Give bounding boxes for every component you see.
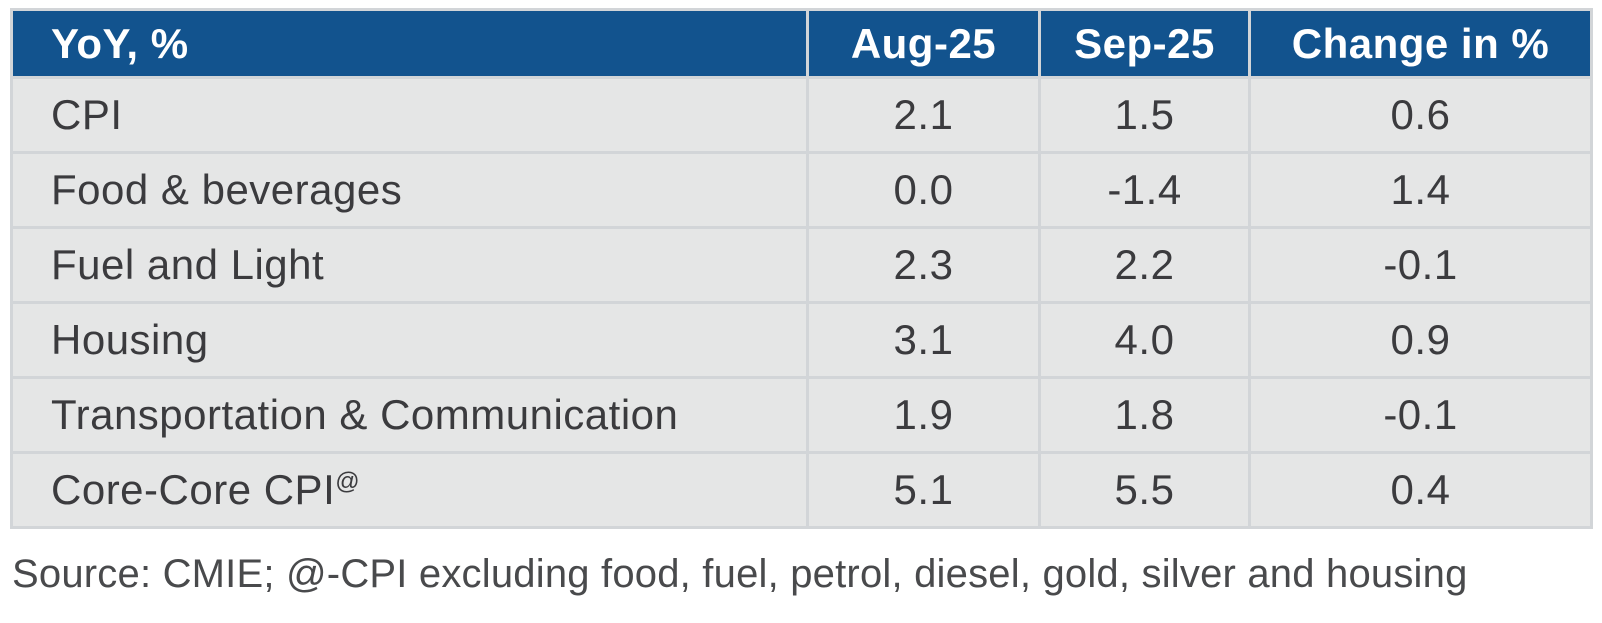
sep-value: 5.5 xyxy=(1038,451,1251,529)
row-label: Transportation & Communication xyxy=(10,376,809,454)
table-row-core-core-cpi: Core-Core CPI@ 5.1 5.5 0.4 xyxy=(10,451,1593,529)
row-label-text: Core-Core CPI xyxy=(51,466,336,513)
sep-value: -1.4 xyxy=(1038,151,1251,229)
aug-value: 3.1 xyxy=(806,301,1041,379)
row-label: Core-Core CPI@ xyxy=(10,451,809,529)
sep-value: 2.2 xyxy=(1038,226,1251,304)
row-label: CPI xyxy=(10,76,809,154)
table-row-housing: Housing 3.1 4.0 0.9 xyxy=(10,301,1593,379)
column-header-yoy: YoY, % xyxy=(10,8,809,79)
sep-value: 1.8 xyxy=(1038,376,1251,454)
sep-value: 4.0 xyxy=(1038,301,1251,379)
source-note: Source: CMIE; @-CPI excluding food, fuel… xyxy=(12,552,1468,596)
row-label: Food & beverages xyxy=(10,151,809,229)
aug-value: 2.3 xyxy=(806,226,1041,304)
column-header-aug-25: Aug-25 xyxy=(806,8,1041,79)
sep-value: 1.5 xyxy=(1038,76,1251,154)
column-header-change: Change in % xyxy=(1248,8,1593,79)
change-value: -0.1 xyxy=(1248,226,1593,304)
table-row-cpi: CPI 2.1 1.5 0.6 xyxy=(10,76,1593,154)
row-label: Fuel and Light xyxy=(10,226,809,304)
cpi-yoy-table: YoY, % Aug-25 Sep-25 Change in % CPI 2.1… xyxy=(10,8,1593,529)
change-value: 0.4 xyxy=(1248,451,1593,529)
table-row-transport-communication: Transportation & Communication 1.9 1.8 -… xyxy=(10,376,1593,454)
change-value: -0.1 xyxy=(1248,376,1593,454)
change-value: 0.6 xyxy=(1248,76,1593,154)
column-header-sep-25: Sep-25 xyxy=(1038,8,1251,79)
table-header-row: YoY, % Aug-25 Sep-25 Change in % xyxy=(10,8,1593,79)
row-label: Housing xyxy=(10,301,809,379)
footnote-marker: @ xyxy=(335,468,361,495)
aug-value: 0.0 xyxy=(806,151,1041,229)
table-row-fuel-light: Fuel and Light 2.3 2.2 -0.1 xyxy=(10,226,1593,304)
aug-value: 1.9 xyxy=(806,376,1041,454)
aug-value: 5.1 xyxy=(806,451,1041,529)
table-row-food-beverages: Food & beverages 0.0 -1.4 1.4 xyxy=(10,151,1593,229)
change-value: 1.4 xyxy=(1248,151,1593,229)
change-value: 0.9 xyxy=(1248,301,1593,379)
aug-value: 2.1 xyxy=(806,76,1041,154)
